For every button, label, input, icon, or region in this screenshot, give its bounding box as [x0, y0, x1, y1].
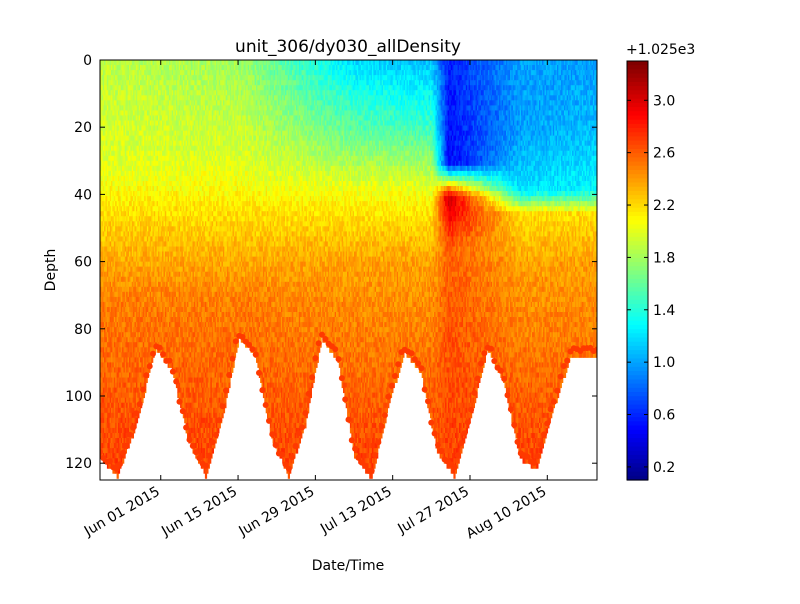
density-scatter — [97, 60, 600, 479]
data-point — [117, 473, 119, 479]
chart-svg: 020406080100120Jun 01 2015Jun 15 2015Jun… — [0, 0, 800, 600]
figure: 0 20 40 60 80 100 120 Jun 01 2015 Jun 15 2015 Jun… — [0, 0, 800, 600]
